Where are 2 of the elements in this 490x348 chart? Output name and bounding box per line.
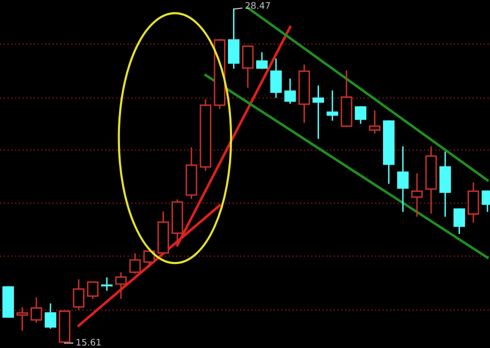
- annotation: 28.47: [245, 2, 270, 9]
- annotation: 15.61: [76, 338, 101, 346]
